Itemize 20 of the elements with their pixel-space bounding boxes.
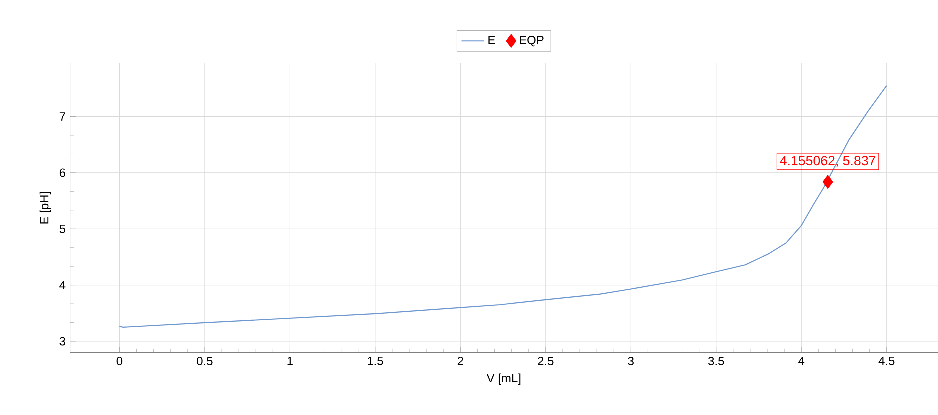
y-axis-title: E [pH] [40, 192, 52, 224]
y-tick-label: 4 [60, 281, 66, 290]
x-tick-label: 3 [628, 356, 634, 366]
x-tick-label: 2 [458, 356, 464, 366]
x-tick-label: 1 [288, 356, 293, 366]
x-tick-label: 3.5 [708, 356, 724, 366]
legend-label: EQP [520, 36, 544, 47]
y-tick-label: 7 [60, 112, 66, 121]
x-tick-label: 4.5 [878, 356, 895, 366]
x-tick-label: 2.5 [538, 356, 554, 366]
y-tick-label: 5 [60, 224, 66, 234]
x-tick-label: 1.5 [368, 356, 384, 366]
annotation: 4.155062, 5.837 [780, 156, 876, 168]
x-tick-label: 4 [798, 356, 805, 366]
x-tick-label: 0.5 [197, 356, 213, 366]
y-tick-label: 6 [60, 168, 66, 178]
legend-label: E [488, 36, 496, 44]
x-tick-label: 0 [116, 356, 123, 366]
x-axis-title: V [mL] [486, 374, 521, 385]
y-tick-label: 3 [60, 337, 66, 346]
